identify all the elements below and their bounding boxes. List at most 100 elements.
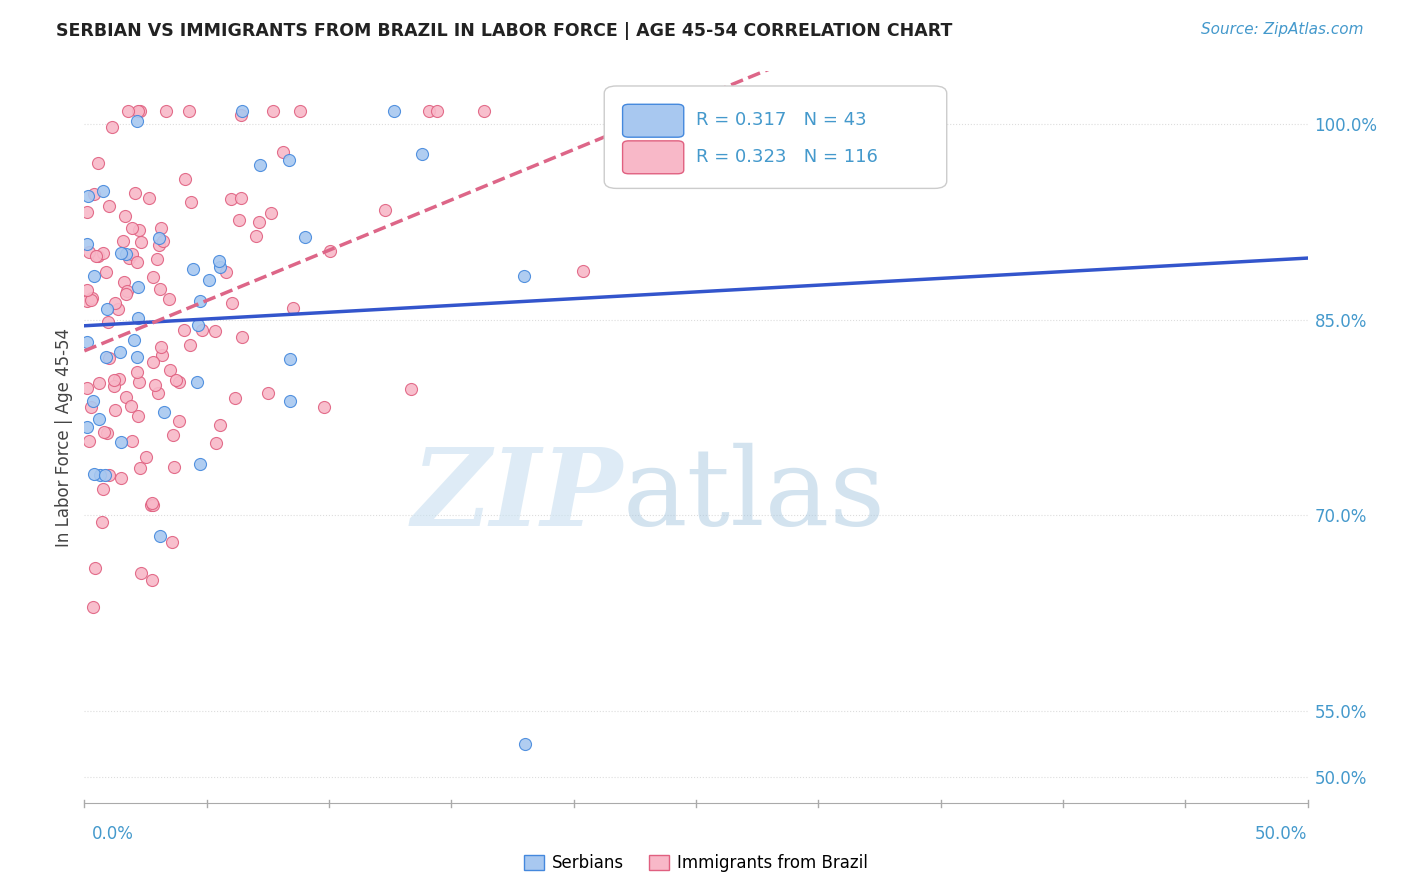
Point xyxy=(84,249,107,263)
Point xyxy=(141,495,163,509)
Point xyxy=(93,425,115,439)
Point xyxy=(125,365,148,379)
Point xyxy=(181,261,204,276)
Point xyxy=(103,373,125,387)
Point xyxy=(157,292,180,306)
Point xyxy=(374,203,396,218)
Point xyxy=(228,212,250,227)
Point xyxy=(76,381,98,395)
Point xyxy=(231,330,253,344)
Point xyxy=(110,471,132,485)
Point xyxy=(245,229,267,244)
Point xyxy=(163,460,186,475)
Point xyxy=(314,400,336,414)
Point xyxy=(89,411,111,425)
Point xyxy=(204,436,226,450)
Point xyxy=(135,450,157,464)
Point xyxy=(139,499,162,513)
Text: ZIP: ZIP xyxy=(411,442,623,549)
Text: R = 0.323   N = 116: R = 0.323 N = 116 xyxy=(696,148,877,166)
Point xyxy=(96,302,118,317)
Point xyxy=(129,235,152,250)
Point xyxy=(76,284,98,298)
Point xyxy=(128,375,150,389)
Point xyxy=(174,172,197,186)
Point xyxy=(83,187,105,202)
Point xyxy=(231,103,253,118)
Point xyxy=(115,284,138,298)
Point xyxy=(146,385,169,400)
Point xyxy=(121,247,143,261)
Point xyxy=(76,236,98,251)
Point xyxy=(288,103,311,118)
Point xyxy=(129,103,152,118)
Point xyxy=(76,293,98,308)
Point xyxy=(278,393,301,408)
Point xyxy=(231,191,253,205)
Point xyxy=(127,351,149,365)
Point xyxy=(97,467,120,482)
Point xyxy=(127,280,149,294)
Text: 50.0%: 50.0% xyxy=(1256,825,1308,843)
Point xyxy=(94,351,117,365)
Point xyxy=(149,529,172,543)
Point xyxy=(76,420,98,434)
Point xyxy=(128,223,150,237)
Point xyxy=(149,282,172,296)
Point xyxy=(148,231,170,245)
Point xyxy=(262,103,284,118)
Point xyxy=(121,434,143,448)
Point xyxy=(198,273,221,287)
Point xyxy=(98,199,121,213)
Point xyxy=(90,516,112,530)
Point xyxy=(179,338,201,352)
Point xyxy=(180,194,202,209)
Point xyxy=(188,457,211,471)
Point xyxy=(382,103,405,118)
Point xyxy=(87,376,110,390)
Point xyxy=(127,409,149,423)
Point xyxy=(77,244,100,259)
Point xyxy=(229,108,252,122)
Point xyxy=(82,291,104,305)
Point xyxy=(115,247,138,261)
Point xyxy=(118,252,141,266)
Point xyxy=(318,244,340,258)
Point xyxy=(411,147,433,161)
Point xyxy=(110,245,132,260)
FancyBboxPatch shape xyxy=(605,86,946,188)
Point xyxy=(127,310,149,325)
Point xyxy=(104,296,127,310)
Point xyxy=(77,189,100,203)
Point xyxy=(87,156,110,170)
Point xyxy=(129,461,152,475)
Point xyxy=(91,482,114,496)
Point xyxy=(215,265,238,279)
Point xyxy=(152,234,174,248)
Point xyxy=(208,254,231,268)
Point xyxy=(186,375,208,389)
Point xyxy=(89,467,111,482)
Point xyxy=(159,363,181,377)
Point xyxy=(204,325,226,339)
Point xyxy=(115,287,138,301)
Point xyxy=(83,467,105,481)
Point xyxy=(121,220,143,235)
Point xyxy=(167,375,190,389)
Point xyxy=(208,417,231,432)
Point xyxy=(219,192,242,206)
Point xyxy=(160,534,183,549)
Point xyxy=(191,323,214,337)
Point xyxy=(249,158,271,172)
Point xyxy=(153,404,176,418)
Point xyxy=(165,372,187,386)
Point xyxy=(112,275,135,289)
Point xyxy=(209,260,232,274)
Point xyxy=(80,401,103,415)
Text: Source: ZipAtlas.com: Source: ZipAtlas.com xyxy=(1201,22,1364,37)
Point xyxy=(101,120,124,134)
Point xyxy=(152,348,174,362)
Point xyxy=(271,145,294,160)
Point xyxy=(96,264,118,278)
Point xyxy=(142,270,165,285)
